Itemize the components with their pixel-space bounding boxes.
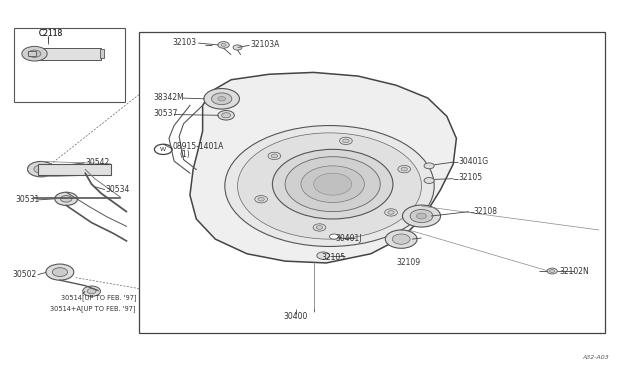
Circle shape <box>313 224 326 231</box>
Circle shape <box>316 226 323 229</box>
Text: 30514[UP TO FEB. '97]: 30514[UP TO FEB. '97] <box>61 294 137 301</box>
Circle shape <box>28 50 41 57</box>
Circle shape <box>340 137 352 145</box>
Circle shape <box>301 166 364 202</box>
Circle shape <box>392 234 410 244</box>
Circle shape <box>550 270 555 272</box>
Text: A32-A03: A32-A03 <box>582 355 609 360</box>
Circle shape <box>388 211 394 214</box>
Text: 30401J: 30401J <box>335 234 362 243</box>
Text: 30537: 30537 <box>153 109 177 118</box>
Bar <box>28 51 36 56</box>
Circle shape <box>268 152 281 160</box>
Text: 30514+A[UP TO FEB. '97]: 30514+A[UP TO FEB. '97] <box>51 305 136 312</box>
Circle shape <box>221 113 230 118</box>
Circle shape <box>385 230 417 248</box>
Text: 30400: 30400 <box>284 312 308 321</box>
Text: 32109: 32109 <box>396 258 420 267</box>
Circle shape <box>46 264 74 280</box>
Bar <box>100 49 104 58</box>
Circle shape <box>218 42 229 48</box>
Bar <box>38 164 111 174</box>
Circle shape <box>398 166 411 173</box>
Circle shape <box>410 209 433 223</box>
Circle shape <box>218 97 225 101</box>
Circle shape <box>417 213 427 219</box>
Circle shape <box>218 110 234 120</box>
Text: 30502: 30502 <box>12 270 36 279</box>
Circle shape <box>317 252 330 259</box>
Circle shape <box>225 125 434 247</box>
Circle shape <box>273 149 393 219</box>
Text: 32103: 32103 <box>173 38 197 47</box>
Circle shape <box>424 163 434 169</box>
Circle shape <box>255 196 268 203</box>
Text: (1): (1) <box>179 150 190 158</box>
Circle shape <box>271 154 278 158</box>
Text: 32108: 32108 <box>474 207 497 216</box>
Circle shape <box>52 268 67 276</box>
Circle shape <box>154 144 172 154</box>
Circle shape <box>403 205 440 227</box>
Text: 08915-1401A: 08915-1401A <box>173 142 224 151</box>
Circle shape <box>330 234 339 239</box>
Circle shape <box>401 167 408 171</box>
Text: C2118: C2118 <box>38 29 63 38</box>
Circle shape <box>343 139 349 143</box>
Circle shape <box>237 133 422 239</box>
Circle shape <box>258 198 264 201</box>
Circle shape <box>211 93 232 105</box>
Circle shape <box>547 268 557 274</box>
Text: 32105: 32105 <box>458 173 483 182</box>
Circle shape <box>233 45 242 50</box>
Circle shape <box>55 192 77 205</box>
Circle shape <box>424 177 434 183</box>
Circle shape <box>204 89 239 109</box>
Text: 30542: 30542 <box>85 158 109 167</box>
Text: 38342M: 38342M <box>153 93 184 102</box>
Text: 30531: 30531 <box>15 195 40 205</box>
Polygon shape <box>190 73 456 263</box>
Circle shape <box>22 46 47 61</box>
Bar <box>31 48 101 60</box>
Text: 32103A: 32103A <box>250 40 280 49</box>
Text: 32102N: 32102N <box>560 266 589 276</box>
Circle shape <box>34 165 48 173</box>
Text: C2118: C2118 <box>38 29 63 38</box>
Circle shape <box>314 173 352 195</box>
Bar <box>139 32 605 333</box>
Circle shape <box>285 157 380 212</box>
Bar <box>14 28 125 102</box>
Circle shape <box>385 209 397 216</box>
Circle shape <box>61 196 72 202</box>
Text: 30534: 30534 <box>106 185 130 194</box>
Circle shape <box>87 289 96 294</box>
Text: 32105: 32105 <box>321 253 346 262</box>
Text: 30401G: 30401G <box>458 157 488 166</box>
Circle shape <box>221 44 226 46</box>
Circle shape <box>28 161 54 177</box>
Text: W: W <box>160 147 166 152</box>
Circle shape <box>83 286 100 296</box>
